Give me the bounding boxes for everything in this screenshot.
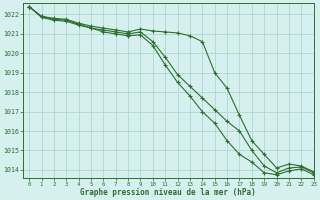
X-axis label: Graphe pression niveau de la mer (hPa): Graphe pression niveau de la mer (hPa) xyxy=(80,188,256,197)
